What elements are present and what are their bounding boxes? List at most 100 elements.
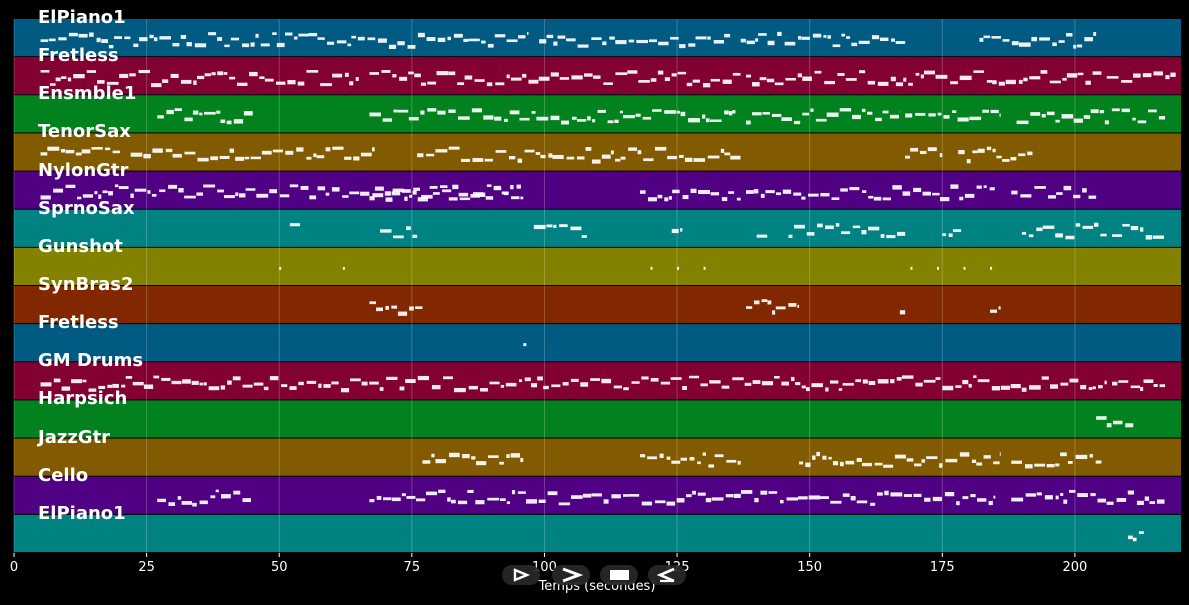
note-mark <box>781 117 792 122</box>
note-mark <box>523 343 527 347</box>
note-mark <box>682 194 689 200</box>
note-mark <box>762 112 770 115</box>
note-mark <box>969 116 982 121</box>
note-mark <box>620 156 626 160</box>
note-mark <box>495 82 505 86</box>
note-mark <box>590 378 601 381</box>
fast-forward-button[interactable] <box>552 565 590 585</box>
note-mark <box>697 492 706 496</box>
note-mark <box>1066 33 1073 37</box>
note-mark <box>760 193 765 198</box>
note-mark <box>899 310 906 315</box>
track-label: Fretless <box>38 45 119 67</box>
note-mark <box>977 148 985 153</box>
note-mark <box>442 189 452 193</box>
track-band <box>14 400 1181 438</box>
note-mark <box>894 454 906 459</box>
note-mark <box>165 148 173 153</box>
step-forward-button[interactable] <box>502 565 540 585</box>
note-mark <box>993 461 1000 465</box>
step-back-button[interactable] <box>648 565 686 585</box>
note-mark <box>264 78 274 82</box>
note-mark <box>939 153 943 158</box>
fast-forward-icon <box>562 567 584 583</box>
note-mark <box>643 158 654 162</box>
note-mark <box>448 197 458 201</box>
note-mark <box>639 190 646 194</box>
track-band <box>14 438 1181 476</box>
note-mark <box>1093 31 1097 36</box>
note-mark <box>1067 461 1073 464</box>
note-mark <box>780 499 784 504</box>
note-mark <box>235 192 239 197</box>
note-mark <box>905 113 913 118</box>
note-mark <box>986 146 992 151</box>
note-mark <box>323 384 331 388</box>
note-mark <box>382 118 392 122</box>
note-mark <box>487 43 494 48</box>
note-mark <box>671 73 677 77</box>
note-mark <box>666 456 671 460</box>
note-mark <box>711 497 724 501</box>
note-mark <box>977 379 990 383</box>
note-mark <box>979 37 984 42</box>
note-mark <box>147 190 151 194</box>
note-mark <box>826 112 839 117</box>
note-mark <box>480 388 488 392</box>
note-mark <box>159 189 166 193</box>
note-mark <box>1005 79 1016 85</box>
note-mark <box>236 82 248 86</box>
note-mark <box>895 82 904 87</box>
note-mark <box>1052 42 1057 47</box>
note-mark <box>505 382 517 387</box>
note-mark <box>797 35 802 40</box>
note-mark <box>226 120 232 125</box>
note-mark <box>841 231 851 235</box>
note-mark <box>522 73 527 78</box>
track-band <box>14 324 1181 362</box>
note-mark <box>570 378 579 383</box>
note-mark <box>902 191 911 196</box>
note-mark <box>157 115 164 119</box>
note-mark <box>1075 454 1088 460</box>
track-label: Harpsich <box>38 388 128 410</box>
note-mark <box>1121 80 1133 83</box>
note-mark <box>721 385 730 389</box>
note-mark <box>822 455 827 460</box>
stop-button[interactable] <box>600 565 638 585</box>
note-mark <box>53 188 64 193</box>
note-mark <box>405 379 416 384</box>
note-mark <box>858 70 866 74</box>
note-mark <box>108 191 114 196</box>
note-mark <box>355 77 359 81</box>
note-mark <box>799 461 804 465</box>
note-mark <box>397 311 408 316</box>
note-mark <box>331 381 339 385</box>
note-mark <box>462 454 470 459</box>
note-mark <box>856 500 868 504</box>
note-mark <box>850 495 856 501</box>
note-mark <box>580 382 589 387</box>
note-mark <box>623 387 629 391</box>
note-mark <box>937 112 942 116</box>
note-mark <box>342 266 345 270</box>
note-mark <box>484 158 493 162</box>
note-mark <box>235 156 245 161</box>
note-mark <box>453 33 463 38</box>
note-mark <box>1104 120 1109 125</box>
note-mark <box>351 35 357 39</box>
note-mark <box>500 384 505 388</box>
note-mark <box>520 196 524 200</box>
note-mark <box>732 72 741 76</box>
note-mark <box>862 190 867 194</box>
note-mark <box>344 72 349 77</box>
note-mark <box>475 500 485 505</box>
note-mark <box>552 154 564 159</box>
note-mark <box>838 388 843 391</box>
note-mark <box>571 75 583 80</box>
note-mark <box>591 37 602 40</box>
note-mark <box>468 385 478 390</box>
note-mark <box>369 112 381 117</box>
note-mark <box>384 191 391 196</box>
note-mark <box>868 380 876 386</box>
